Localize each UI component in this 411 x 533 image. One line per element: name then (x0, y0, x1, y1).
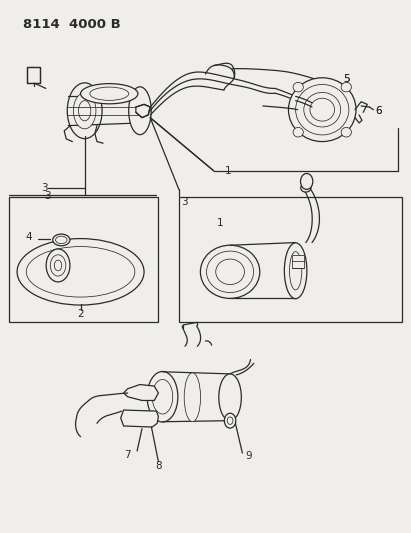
Text: 8: 8 (155, 461, 162, 471)
Ellipse shape (79, 101, 91, 121)
Ellipse shape (26, 247, 135, 297)
Ellipse shape (219, 374, 241, 421)
Ellipse shape (129, 87, 151, 135)
Ellipse shape (46, 249, 70, 282)
Text: 2: 2 (77, 309, 84, 319)
Bar (291, 255, 304, 268)
Text: 6: 6 (376, 106, 382, 116)
Polygon shape (27, 67, 39, 83)
Text: 5: 5 (344, 75, 350, 84)
Ellipse shape (304, 92, 341, 127)
Ellipse shape (293, 82, 303, 92)
Bar (9, 197, 158, 322)
Ellipse shape (50, 255, 66, 276)
Text: 9: 9 (245, 451, 252, 461)
Ellipse shape (17, 239, 144, 305)
Ellipse shape (67, 83, 102, 139)
Ellipse shape (206, 251, 254, 293)
Text: 5: 5 (344, 75, 350, 84)
Polygon shape (121, 410, 158, 427)
Ellipse shape (293, 127, 303, 137)
Text: 8114  4000 B: 8114 4000 B (23, 18, 121, 31)
Ellipse shape (81, 84, 138, 104)
Text: 3: 3 (42, 183, 48, 193)
Ellipse shape (147, 372, 178, 422)
Text: 3: 3 (44, 191, 51, 201)
Bar (179, 197, 402, 322)
Ellipse shape (284, 243, 307, 298)
Ellipse shape (152, 379, 173, 414)
Text: 4: 4 (25, 232, 32, 243)
Polygon shape (124, 384, 158, 400)
Ellipse shape (301, 183, 311, 192)
Text: 3: 3 (181, 197, 187, 207)
Ellipse shape (74, 93, 96, 129)
Ellipse shape (341, 82, 351, 92)
Polygon shape (136, 104, 150, 118)
Ellipse shape (216, 259, 245, 285)
Ellipse shape (54, 260, 62, 271)
Ellipse shape (310, 98, 335, 121)
Circle shape (224, 413, 236, 428)
Ellipse shape (53, 234, 70, 246)
Ellipse shape (90, 87, 129, 100)
Text: 7: 7 (125, 450, 131, 460)
Text: 1: 1 (217, 218, 223, 228)
Text: 6: 6 (376, 106, 382, 116)
Circle shape (227, 417, 233, 424)
Ellipse shape (296, 84, 349, 135)
Ellipse shape (289, 78, 356, 142)
Ellipse shape (341, 127, 351, 137)
Text: 1: 1 (225, 166, 231, 176)
Ellipse shape (201, 245, 260, 298)
Circle shape (300, 173, 313, 189)
Ellipse shape (289, 252, 302, 290)
Ellipse shape (55, 236, 67, 244)
Ellipse shape (184, 373, 201, 422)
